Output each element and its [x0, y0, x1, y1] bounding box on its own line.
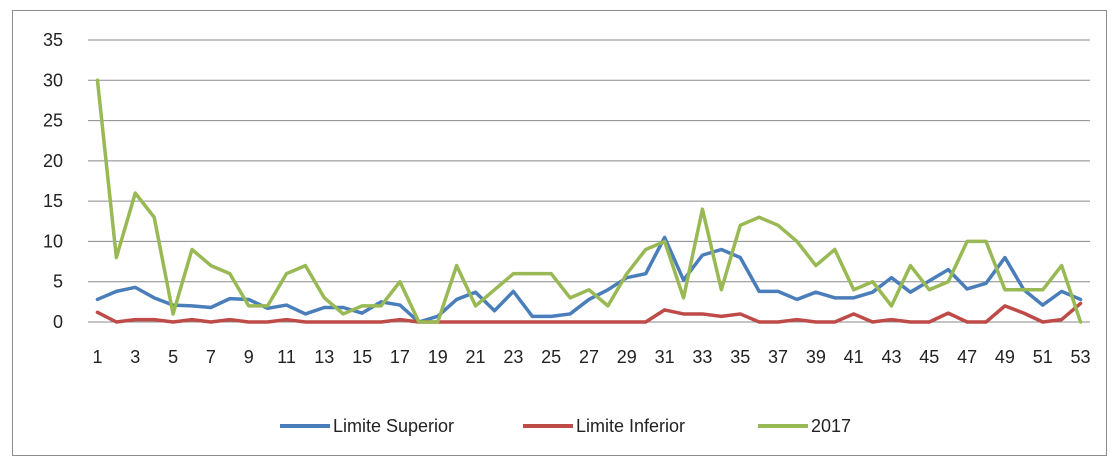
y-tick-label: 25 — [43, 111, 63, 131]
y-tick-label: 20 — [43, 151, 63, 171]
legend-item: Limite Superior — [280, 416, 454, 436]
x-tick-label: 41 — [844, 347, 864, 367]
y-tick-label: 10 — [43, 231, 63, 251]
x-tick-label: 33 — [692, 347, 712, 367]
x-tick-label: 27 — [579, 347, 599, 367]
x-tick-label: 29 — [617, 347, 637, 367]
x-tick-label: 25 — [541, 347, 561, 367]
x-tick-label: 31 — [655, 347, 675, 367]
x-tick-label: 49 — [995, 347, 1015, 367]
x-axis-ticks: 1 3 5 7 9 11 13 15 17 19 21 23 25 27 29 31 33 35 37 39 41 43 4… — [92, 347, 1090, 367]
legend-label: Limite Inferior — [576, 416, 685, 436]
x-tick-label: 13 — [314, 347, 334, 367]
legend-item: Limite Inferior — [523, 416, 685, 436]
y-tick-label: 35 — [43, 30, 63, 50]
x-tick-label: 17 — [390, 347, 410, 367]
chart-frame — [12, 10, 1107, 456]
legend-label: Limite Superior — [333, 416, 454, 436]
x-tick-label: 51 — [1033, 347, 1053, 367]
series-lines — [95, 78, 1083, 324]
series-line — [95, 301, 1083, 324]
y-tick-label: 0 — [53, 312, 63, 332]
x-tick-label: 3 — [130, 347, 140, 367]
gridlines — [88, 39, 1090, 283]
x-tick-label: 39 — [806, 347, 826, 367]
x-tick-label: 37 — [768, 347, 788, 367]
legend-label: 2017 — [811, 416, 851, 436]
x-tick-label: 53 — [1071, 347, 1091, 367]
series-line — [95, 235, 1083, 324]
x-tick-label: 15 — [352, 347, 372, 367]
x-tick-label: 5 — [168, 347, 178, 367]
x-tick-label: 43 — [881, 347, 901, 367]
x-tick-label: 11 — [277, 347, 296, 367]
y-tick-label: 30 — [43, 70, 63, 90]
y-tick-label: 5 — [53, 272, 63, 292]
series-line — [95, 78, 1083, 324]
x-tick-label: 7 — [206, 347, 216, 367]
legend-item: 2017 — [758, 416, 851, 436]
x-tick-label: 19 — [428, 347, 448, 367]
y-tick-label: 15 — [43, 191, 63, 211]
x-tick-label: 1 — [92, 347, 102, 367]
x-tick-label: 47 — [957, 347, 977, 367]
x-tick-label: 35 — [730, 347, 750, 367]
y-axis-ticks: 0 5 10 15 20 25 30 35 — [43, 30, 63, 332]
x-tick-label: 45 — [919, 347, 939, 367]
legend: Limite Superior Limite Inferior 2017 — [280, 416, 851, 436]
x-tick-label: 9 — [244, 347, 254, 367]
x-tick-label: 21 — [466, 347, 486, 367]
x-tick-label: 23 — [503, 347, 523, 367]
